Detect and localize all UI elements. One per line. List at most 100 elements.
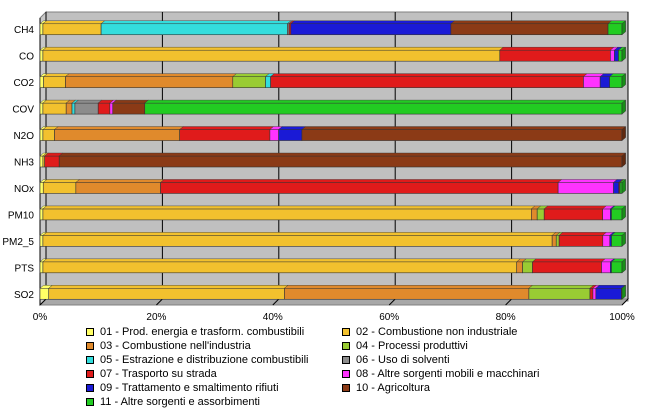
- bar-segment: [589, 287, 594, 300]
- bar-segment-top: [528, 285, 595, 289]
- bar-segment: [65, 102, 73, 115]
- category-label: COV: [12, 105, 34, 116]
- legend-swatch: [86, 328, 94, 336]
- bar-segment: [42, 129, 55, 141]
- bar-segment: [450, 23, 609, 36]
- bar-segment: [179, 129, 271, 141]
- bar-end-cap: [621, 99, 626, 115]
- bar-end-cap: [621, 231, 626, 247]
- x-tick-label: 80%: [496, 312, 516, 322]
- legend-item: 04 - Processi produttivi: [342, 340, 468, 352]
- bar-segment: [614, 49, 619, 62]
- x-tick-label: 60%: [379, 312, 399, 322]
- category-label: PTS: [15, 263, 35, 274]
- legend-label: 08 - Altre sorgenti mobili e macchinari: [356, 368, 540, 380]
- category-label: CO2: [13, 78, 34, 89]
- bar-segment-top: [543, 205, 607, 210]
- category-label: PM10: [8, 210, 35, 221]
- bar-segment: [74, 102, 99, 115]
- bar-segment-top: [144, 99, 627, 104]
- gridline-floor: [272, 298, 280, 306]
- bar-segment-top: [278, 126, 307, 130]
- bar-segment-top: [112, 99, 149, 104]
- bar-segment: [499, 49, 611, 62]
- legend-item: 06 - Uso di solventi: [342, 354, 450, 366]
- bar-end-cap: [621, 126, 626, 142]
- bar-segment-top: [74, 99, 103, 104]
- bar-segment: [39, 155, 44, 168]
- legend-swatch: [86, 370, 94, 378]
- bar-segment: [109, 102, 114, 115]
- bar-segment: [592, 287, 597, 300]
- bar-segment: [609, 76, 623, 88]
- bar-segment-top: [42, 46, 504, 51]
- bar-segment-top: [42, 20, 106, 24]
- legend-label: 07 - Trasporto su strada: [100, 368, 217, 380]
- bar-segment: [39, 261, 44, 274]
- category-label: N2O: [13, 131, 34, 142]
- gridline-floor: [156, 298, 163, 306]
- bar-segment-top: [53, 126, 184, 130]
- bar-segment: [543, 208, 603, 221]
- x-tick-label: 0%: [33, 312, 48, 322]
- bar-segment: [618, 49, 623, 62]
- bar-segment: [144, 102, 623, 115]
- bar-segment: [610, 49, 615, 62]
- bar-segment: [39, 129, 44, 141]
- legend-item: 10 - Agricoltura: [342, 382, 430, 394]
- legend-swatch: [342, 328, 350, 336]
- bar-segment: [611, 235, 623, 247]
- bar-segment: [112, 102, 146, 115]
- bar-segment-top: [64, 73, 237, 77]
- legend-label: 04 - Processi produttivi: [356, 340, 468, 352]
- gridline-floor: [505, 298, 512, 306]
- bar-segment: [232, 76, 266, 88]
- legend-label: 09 - Trattamento e smaltimento rifiuti: [100, 382, 279, 394]
- bar-segment-top: [179, 126, 275, 130]
- bar-segment: [160, 182, 559, 194]
- bar-end-cap: [621, 284, 626, 300]
- legend-swatch: [342, 370, 350, 378]
- bar-end-cap: [621, 258, 626, 274]
- bar-segment-top: [450, 20, 613, 24]
- legend-swatch: [342, 356, 350, 364]
- bar-segment: [602, 235, 611, 247]
- bar-segment-top: [283, 285, 534, 289]
- category-label: CH4: [14, 25, 34, 36]
- bar-segment: [583, 76, 601, 88]
- legend-item: 08 - Altre sorgenti mobili e macchinari: [342, 368, 539, 380]
- bar-segment: [39, 208, 44, 221]
- bar-segment-top: [42, 258, 521, 263]
- bar-segment-top: [42, 232, 557, 236]
- bar-segment-top: [75, 179, 165, 183]
- bar-segment: [301, 129, 623, 141]
- legend-item: 07 - Trasporto su strada: [86, 368, 217, 380]
- bar-end-cap: [621, 46, 626, 62]
- category-label: NH3: [14, 158, 34, 169]
- bar-segment: [536, 208, 545, 221]
- bar-segment-top: [232, 73, 270, 77]
- bar-segment: [39, 49, 44, 62]
- bar-segment: [611, 208, 623, 221]
- bar-segment: [555, 235, 560, 247]
- bar-segment: [97, 102, 111, 115]
- legend-label: 10 - Agricoltura: [356, 382, 430, 394]
- bar-segment: [48, 287, 285, 300]
- bar-segment: [42, 23, 102, 36]
- legend-item: 03 - Combustione nell'industria: [86, 340, 251, 352]
- bar-segment-top: [42, 179, 80, 183]
- legend-label: 05 - Estrazione e distribuzione combusti…: [100, 354, 309, 366]
- bar-end-cap: [621, 178, 626, 194]
- bar-segment: [39, 287, 50, 300]
- bar-segment: [558, 235, 604, 247]
- bar-segment: [75, 182, 161, 194]
- chart-legend: 01 - Prod. energia e trasform. combustib…: [0, 322, 650, 418]
- bar-segment-top: [558, 232, 607, 236]
- bar-segment: [602, 208, 611, 221]
- bar-segment: [270, 76, 584, 88]
- bar-segment: [54, 129, 180, 141]
- gridline-floor: [621, 298, 629, 306]
- bar-segment: [65, 76, 234, 88]
- legend-item: 11 - Altre sorgenti e assorbimenti: [86, 396, 260, 408]
